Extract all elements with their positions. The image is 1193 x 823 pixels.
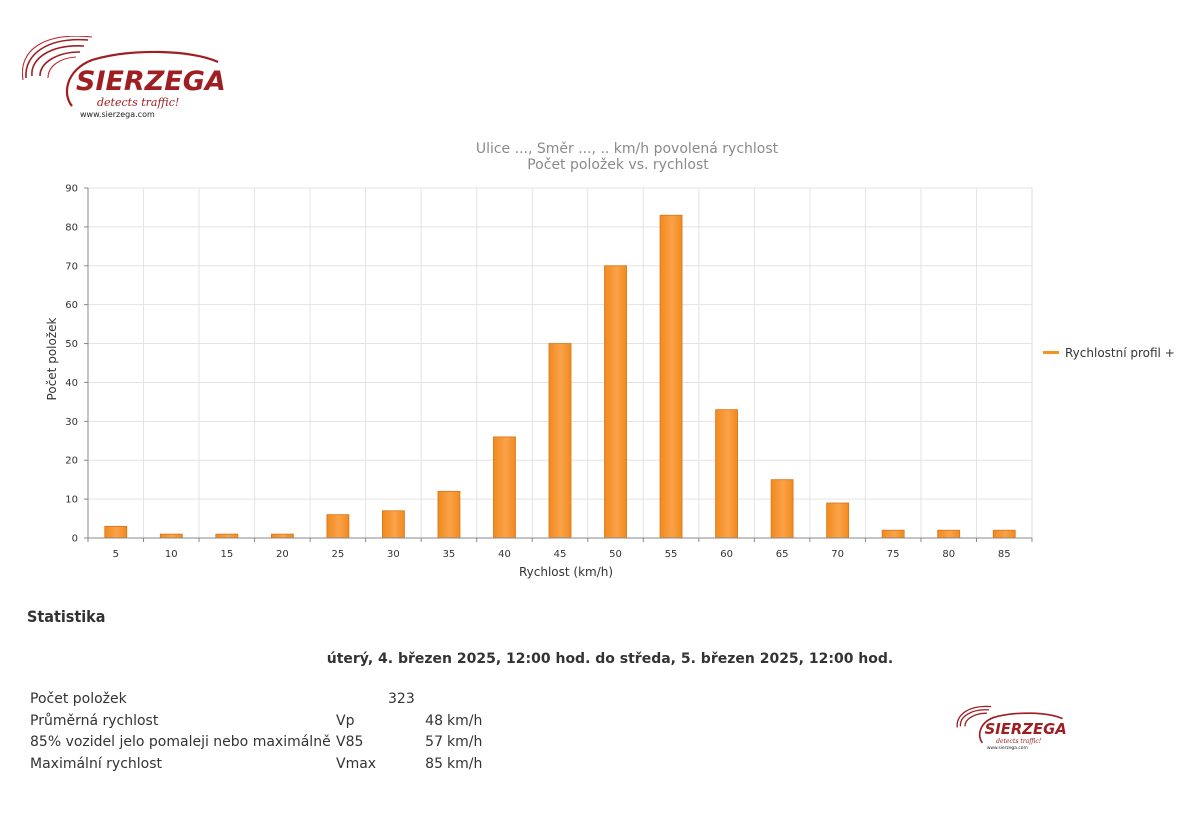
chart-subtitle: Počet položek vs. rychlost: [527, 157, 709, 173]
x-tick-label: 10: [165, 549, 178, 560]
x-tick-label: 55: [665, 549, 678, 560]
stats-row: Maximální rychlost Vmax 85 km/h: [30, 753, 482, 775]
stats-row: Průměrná rychlost Vp 48 km/h: [30, 710, 482, 732]
stat-label: Maximální rychlost: [30, 755, 163, 772]
x-tick-label: 50: [609, 549, 622, 560]
gridlines: [88, 187, 1032, 539]
x-tick-label: 70: [831, 549, 844, 560]
x-tick-label: 60: [720, 549, 733, 560]
stat-label: Průměrná rychlost: [30, 712, 159, 729]
x-tick-label: 35: [443, 549, 456, 560]
logo-url: www.sierzega.com: [80, 110, 155, 119]
bar-55: [659, 214, 683, 539]
stat-value: 323: [388, 690, 415, 707]
stat-symbol: Vmax: [336, 755, 377, 772]
x-tick-label: 65: [776, 549, 789, 560]
bar-40: [493, 436, 516, 539]
bar-80: [937, 529, 961, 539]
speed-histogram-chart: Ulice ..., Směr ..., .. km/h povolená ry…: [45, 141, 1175, 579]
stat-symbol: V85: [336, 734, 364, 751]
stat-unit: km/h: [447, 755, 483, 772]
x-tick-label: 5: [113, 549, 119, 560]
logo-brand: SIERZEGA: [985, 721, 1067, 738]
stats-period: úterý, 4. březen 2025, 12:00 hod. do stř…: [326, 651, 894, 667]
stat-value: 48: [425, 712, 443, 729]
stat-label: 85% vozidel jelo pomaleji nebo maximálně: [30, 734, 331, 751]
y-tick-label: 30: [65, 417, 78, 428]
x-axis-label: Rychlost (km/h): [519, 565, 613, 579]
x-tick-label: 45: [554, 549, 567, 560]
y-axis-ticks: 0 10 20 30 40 50 60 70 80 90: [65, 184, 88, 545]
stat-symbol: Vp: [336, 712, 355, 729]
y-tick-label: 20: [65, 456, 78, 467]
bar-85: [992, 529, 1016, 539]
x-axis-ticks: 5 10 15 20 25 30 35 40 45 50 55 60 65 70 75 80 85: [87, 538, 1033, 560]
bar-10: [159, 533, 183, 539]
y-axis-label: Počet položek: [45, 317, 59, 400]
logo-brand: SIERZEGA: [76, 66, 226, 97]
bar-15: [215, 533, 239, 539]
stats-row: Počet položek 323: [30, 688, 482, 710]
logo-tagline: detects traffic!: [996, 738, 1042, 745]
logo-tagline: detects traffic!: [97, 96, 179, 109]
bar-60: [715, 409, 738, 539]
x-tick-label: 15: [220, 549, 233, 560]
x-tick-label: 30: [387, 549, 400, 560]
bar-35: [437, 490, 461, 539]
bar-30: [382, 510, 405, 539]
bar-5: [104, 525, 128, 539]
sierzega-logo-small: SIERZEGA detects traffic! www.sierzega.c…: [956, 705, 1067, 751]
sierzega-logo: SIERZEGA detects traffic! www.sierzega.c…: [22, 36, 226, 119]
y-tick-label: 0: [72, 534, 78, 545]
stat-symbol: [336, 688, 388, 710]
y-tick-label: 90: [65, 184, 78, 195]
legend-swatch: [1043, 351, 1059, 354]
x-tick-label: 20: [276, 549, 289, 560]
legend-label: Rychlostní profil +: [1065, 346, 1175, 360]
stat-unit: km/h: [447, 712, 483, 729]
stat-value: 85: [425, 755, 443, 772]
stats-table: Počet položek 323 Průměrná rychlost Vp 4…: [30, 688, 482, 775]
chart-title: Ulice ..., Směr ..., .. km/h povolená ry…: [476, 141, 779, 157]
stats-row: 85% vozidel jelo pomaleji nebo maximálně…: [30, 731, 482, 753]
bar-70: [826, 502, 850, 539]
logo-url: www.sierzega.com: [987, 745, 1028, 751]
x-tick-label: 85: [998, 549, 1011, 560]
stat-label: Počet položek: [30, 690, 127, 707]
y-tick-label: 40: [65, 378, 78, 389]
y-tick-label: 80: [65, 222, 78, 233]
stat-unit: km/h: [447, 734, 483, 751]
y-tick-label: 10: [65, 495, 78, 506]
stats-heading: Statistika: [27, 607, 106, 626]
y-tick-label: 70: [65, 261, 78, 272]
bar-25: [326, 514, 350, 539]
x-tick-label: 75: [887, 549, 900, 560]
bar-20: [270, 533, 294, 539]
y-tick-label: 50: [65, 339, 78, 350]
x-tick-label: 80: [942, 549, 955, 560]
bars: [104, 214, 1016, 539]
bar-65: [770, 479, 794, 539]
x-tick-label: 25: [332, 549, 345, 560]
bar-50: [604, 265, 627, 539]
stat-unit: [447, 688, 482, 710]
bar-75: [881, 529, 905, 539]
bar-45: [548, 343, 572, 539]
y-tick-label: 60: [65, 300, 78, 311]
stat-value: 57: [425, 734, 443, 751]
x-tick-label: 40: [498, 549, 511, 560]
